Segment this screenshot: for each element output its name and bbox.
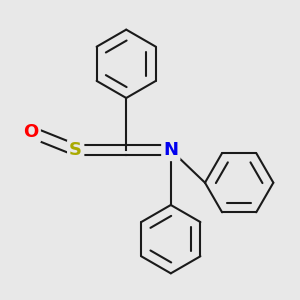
Text: N: N [163, 141, 178, 159]
Text: S: S [69, 141, 82, 159]
Text: O: O [23, 123, 39, 141]
